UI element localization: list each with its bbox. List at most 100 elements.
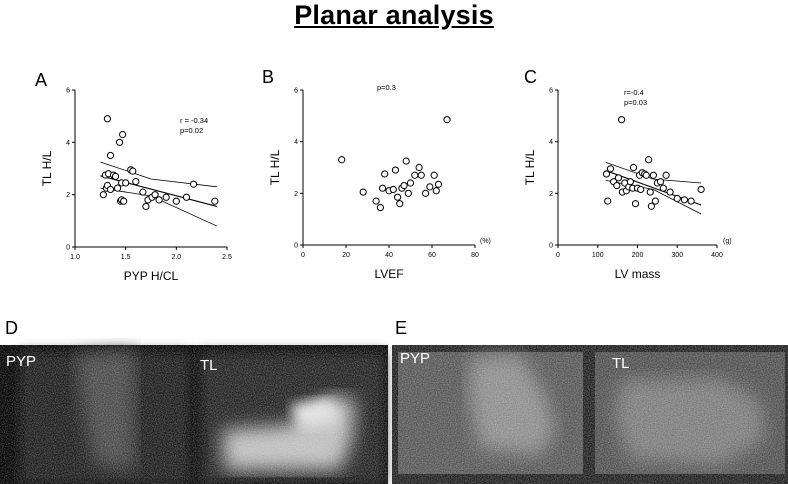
x-tick-label: 0 [301, 252, 305, 259]
x-tick-label: 2.5 [222, 254, 232, 261]
y-tick-label: 6 [549, 88, 553, 95]
data-point [103, 115, 112, 123]
data-point [673, 194, 681, 203]
data-point [120, 197, 128, 205]
data-point [394, 193, 402, 201]
data-point [106, 151, 115, 160]
panel-label-b: B [262, 67, 275, 87]
data-point [417, 171, 425, 179]
data-point [680, 196, 689, 204]
y-tick-label: 4 [294, 139, 298, 146]
ci-upper-line [605, 161, 702, 184]
data-point [659, 184, 667, 192]
data-point [614, 174, 623, 182]
image-e-pyp-label: PYP [400, 350, 431, 367]
image-d-tl-label: TL [200, 357, 218, 374]
data-point [391, 166, 400, 174]
x-tick-label: 100 [592, 252, 604, 259]
chart-a: 0 2 4 6 1.0 1.5 2.0 2.5 PYP H/CL TL H/L r = -0.34p… [40, 88, 232, 284]
data-point [378, 184, 387, 192]
data-point [372, 197, 380, 205]
ci-lower-line [100, 187, 218, 227]
data-point [106, 185, 115, 194]
data-point [139, 188, 147, 196]
data-point [129, 167, 137, 175]
data-point [426, 183, 434, 191]
y-tick-label: 4 [66, 140, 70, 147]
y-axis-label: TL H/L [523, 149, 537, 185]
data-point [631, 200, 640, 208]
x-unit-label: (%) [480, 238, 491, 245]
stat-annotation: p=0.02 [180, 126, 203, 135]
data-point [389, 185, 397, 194]
data-point [111, 172, 120, 180]
x-tick-label: 60 [428, 252, 436, 259]
data-point [649, 171, 658, 179]
data-point [647, 202, 656, 210]
data-point [406, 179, 415, 187]
y-tick-label: 2 [549, 191, 553, 198]
data-point [618, 116, 626, 124]
data-point [359, 188, 367, 196]
y-tick-label: 6 [294, 88, 298, 95]
data-point [155, 196, 163, 204]
x-tick-label: 0 [556, 252, 560, 259]
y-tick-label: 0 [294, 243, 298, 250]
x-axis-label: PYP H/CL [124, 269, 179, 283]
y-tick-label: 4 [549, 139, 553, 146]
image-panel-e [392, 345, 788, 484]
data-point [687, 197, 695, 205]
x-tick-label: 300 [671, 252, 683, 259]
data-point [432, 187, 440, 195]
data-point [602, 170, 611, 178]
x-tick-label: 80 [471, 252, 479, 259]
image-d-pyp-label: PYP [6, 353, 37, 370]
data-point [421, 189, 430, 197]
data-point [119, 130, 127, 139]
data-point [415, 163, 423, 172]
data-point [629, 163, 638, 172]
y-tick-label: 0 [549, 243, 553, 250]
data-point [697, 185, 705, 194]
image-e-tl-label: TL [612, 355, 630, 372]
y-axis-label: TL H/L [268, 149, 282, 185]
chart-c: 0 2 4 6 0 100 200 300 400 LV mass TL H/L (g) r=-0.4p… [523, 88, 732, 282]
x-tick-label: 200 [632, 252, 644, 259]
data-point [411, 171, 419, 179]
panel-label-a: A [35, 70, 48, 90]
data-point [402, 157, 410, 165]
panel-label-e: E [395, 318, 408, 338]
data-point [396, 200, 404, 208]
stat-annotation: p=0.03 [624, 98, 647, 107]
data-point [338, 156, 346, 164]
data-point [122, 179, 130, 187]
data-point [172, 197, 180, 205]
data-point [626, 178, 634, 186]
data-point [113, 184, 122, 192]
data-point [604, 197, 612, 205]
data-point [211, 197, 219, 205]
x-tick-label: 20 [342, 252, 350, 259]
data-point [430, 171, 438, 179]
data-point [642, 171, 650, 179]
x-tick-label: 40 [385, 252, 393, 259]
data-point [606, 165, 615, 173]
data-point [645, 156, 653, 164]
data-point [381, 170, 389, 178]
data-point [132, 177, 140, 186]
data-point [376, 203, 384, 212]
x-tick-label: 2.0 [171, 254, 181, 261]
data-point [666, 188, 674, 196]
data-point [162, 193, 170, 201]
y-tick-label: 6 [66, 88, 70, 95]
y-tick-label: 0 [66, 245, 70, 252]
y-tick-label: 2 [66, 192, 70, 199]
panel-label-c: C [524, 67, 537, 87]
data-point [646, 188, 654, 196]
data-point [434, 180, 443, 188]
y-tick-label: 2 [294, 191, 298, 198]
x-unit-label: (g) [723, 238, 732, 245]
data-point [182, 193, 191, 201]
